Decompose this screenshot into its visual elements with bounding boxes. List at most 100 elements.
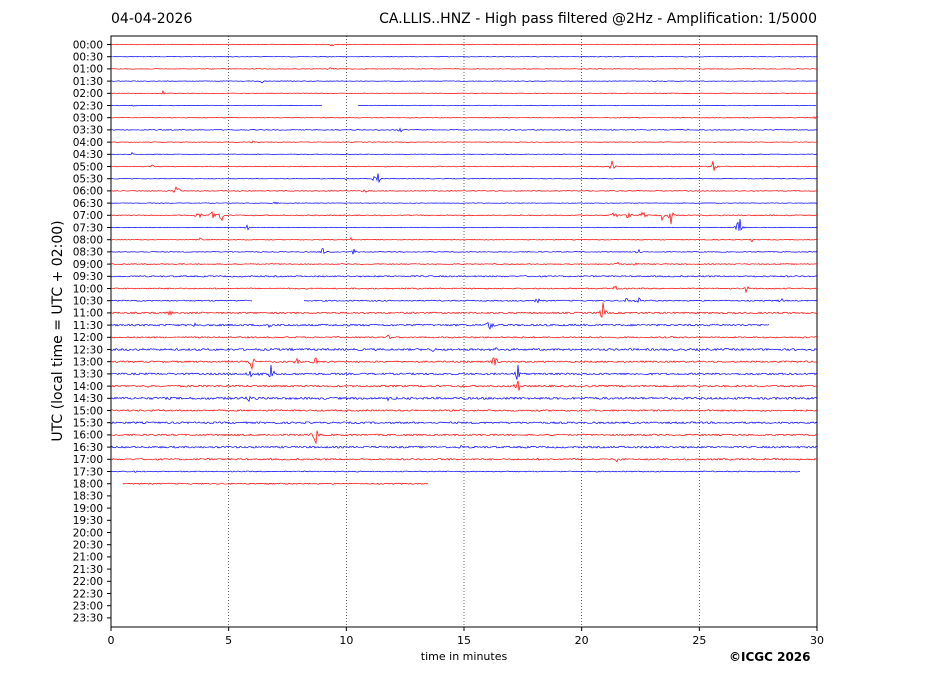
y-tick-label-17:30: 17:30 [73, 466, 103, 478]
trace-04:30 [110, 152, 818, 156]
y-tick-label-03:00: 03:00 [73, 113, 103, 125]
trace-13:00 [110, 357, 818, 371]
x-tick-label-30: 30 [810, 634, 824, 647]
y-tick-label-08:00: 08:00 [73, 235, 103, 247]
trace-00:30 [110, 56, 818, 58]
y-tick-label-07:00: 07:00 [73, 210, 103, 222]
trace-06:00 [110, 186, 818, 193]
y-tick-label-20:00: 20:00 [73, 527, 103, 539]
trace-15:30 [110, 421, 818, 425]
trace-10:30-b [303, 297, 818, 304]
traces [110, 43, 818, 485]
y-tick-label-02:30: 02:30 [73, 100, 103, 112]
trace-17:30 [110, 470, 801, 473]
trace-07:00 [110, 211, 818, 225]
x-tick-label-20: 20 [575, 634, 589, 647]
y-tick-label-12:30: 12:30 [73, 344, 103, 356]
y-axis: 00:0000:3001:0001:3002:0002:3003:0003:30… [73, 39, 111, 625]
y-tick-label-19:30: 19:30 [73, 515, 103, 527]
y-tick-label-10:00: 10:00 [73, 283, 103, 295]
trace-15:00 [110, 409, 818, 412]
trace-14:00 [110, 380, 818, 391]
trace-04:00 [110, 140, 818, 144]
trace-14:30 [110, 395, 818, 403]
y-tick-label-23:00: 23:00 [73, 601, 103, 613]
x-axis-label: time in minutes [421, 650, 508, 663]
y-tick-label-21:00: 21:00 [73, 552, 103, 564]
trace-01:30 [110, 80, 818, 84]
y-tick-label-22:00: 22:00 [73, 576, 103, 588]
trace-02:30 [110, 104, 323, 107]
trace-03:30 [110, 127, 818, 133]
trace-11:00 [110, 302, 818, 318]
x-tick-label-25: 25 [692, 634, 706, 647]
plot-area [110, 35, 818, 628]
trace-02:00 [110, 89, 818, 95]
y-tick-label-11:00: 11:00 [73, 308, 103, 320]
y-tick-label-10:30: 10:30 [73, 296, 103, 308]
y-tick-label-17:00: 17:00 [73, 454, 103, 466]
trace-16:00 [110, 430, 818, 445]
trace-09:30 [110, 275, 818, 278]
y-tick-label-04:00: 04:00 [73, 137, 103, 149]
trace-00:00 [110, 43, 818, 47]
trace-02:30-b [358, 104, 817, 107]
trace-09:00 [110, 261, 818, 266]
y-tick-label-15:00: 15:00 [73, 405, 103, 417]
trace-17:00 [110, 457, 818, 463]
trace-05:00 [110, 160, 818, 171]
trace-10:30 [110, 299, 253, 302]
trace-12:00 [110, 334, 818, 340]
y-tick-label-00:30: 00:30 [73, 52, 103, 64]
y-tick-label-23:30: 23:30 [73, 613, 103, 625]
y-tick-label-07:30: 07:30 [73, 222, 103, 234]
y-tick-label-14:30: 14:30 [73, 393, 103, 405]
y-tick-label-19:00: 19:00 [73, 503, 103, 515]
y-tick-label-16:00: 16:00 [73, 430, 103, 442]
trace-07:30 [110, 218, 818, 231]
trace-10:00 [110, 285, 818, 294]
trace-05:30 [110, 173, 818, 184]
y-tick-label-08:30: 08:30 [73, 247, 103, 259]
y-tick-label-16:30: 16:30 [73, 442, 103, 454]
y-tick-label-00:00: 00:00 [73, 39, 103, 51]
trace-01:00 [110, 67, 818, 70]
y-tick-label-05:30: 05:30 [73, 174, 103, 186]
y-tick-label-06:00: 06:00 [73, 186, 103, 198]
y-tick-label-06:30: 06:30 [73, 198, 103, 210]
trace-18:00 [122, 482, 429, 485]
x-tick-label-15: 15 [457, 634, 471, 647]
y-tick-label-18:30: 18:30 [73, 491, 103, 503]
y-tick-label-13:30: 13:30 [73, 369, 103, 381]
y-tick-label-21:30: 21:30 [73, 564, 103, 576]
y-tick-label-12:00: 12:00 [73, 332, 103, 344]
y-tick-label-05:00: 05:00 [73, 161, 103, 173]
x-tick-label-10: 10 [339, 634, 353, 647]
trace-11:30 [110, 321, 770, 330]
trace-13:30 [110, 364, 818, 380]
y-tick-label-01:00: 01:00 [73, 64, 103, 76]
x-tick-label-5: 5 [225, 634, 232, 647]
y-tick-label-04:30: 04:30 [73, 149, 103, 161]
y-tick-label-13:00: 13:00 [73, 357, 103, 369]
y-tick-label-20:30: 20:30 [73, 540, 103, 552]
y-tick-label-09:00: 09:00 [73, 259, 103, 271]
plot-frame [110, 35, 818, 628]
trace-16:30 [110, 444, 818, 449]
copyright-notice: ©ICGC 2026 [729, 650, 811, 664]
x-axis: 0 5 10 15 20 25 30 [108, 627, 824, 647]
y-axis-label: UTC (local time = UTC + 02:00) [50, 220, 66, 441]
y-tick-label-22:30: 22:30 [73, 588, 103, 600]
x-tick-label-0: 0 [108, 634, 115, 647]
y-tick-label-01:30: 01:30 [73, 76, 103, 88]
x-gridlines [228, 36, 700, 627]
y-tick-label-09:30: 09:30 [73, 271, 103, 283]
y-tick-label-11:30: 11:30 [73, 320, 103, 332]
trace-03:00 [110, 116, 818, 120]
y-tick-label-03:30: 03:30 [73, 125, 103, 137]
trace-12:30 [110, 347, 818, 352]
y-tick-label-14:00: 14:00 [73, 381, 103, 393]
chart-title: CA.LLIS..HNZ - High pass filtered @2Hz -… [379, 11, 817, 27]
